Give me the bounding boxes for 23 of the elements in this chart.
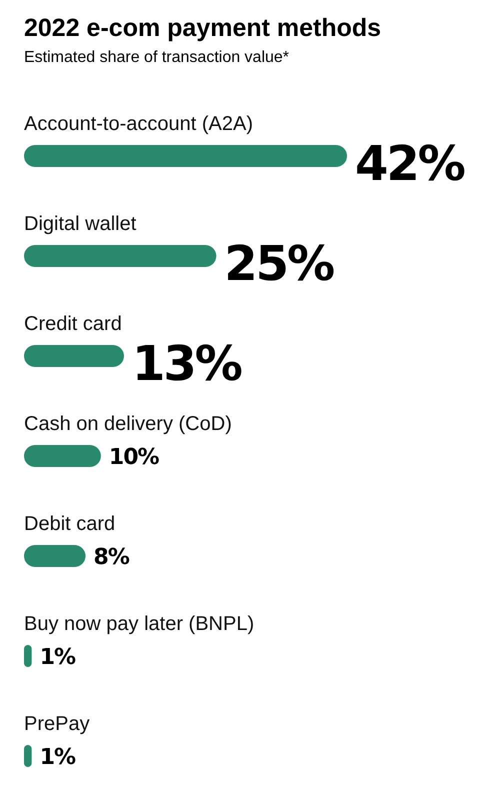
bar — [24, 245, 216, 267]
bar — [24, 145, 347, 167]
y-tick-label: Digital wallet — [24, 213, 137, 235]
data-label: 13% — [132, 336, 242, 392]
data-label: 1% — [40, 744, 76, 770]
y-tick-label: Cash on delivery (CoD) — [24, 413, 232, 435]
y-tick-label: Debit card — [24, 513, 116, 535]
data-label: 25% — [224, 236, 334, 292]
chart-title: 2022 e-com payment methods — [24, 14, 382, 42]
data-label: 1% — [40, 644, 76, 670]
bar — [24, 745, 32, 767]
bar — [24, 545, 86, 567]
y-tick-label: Credit card — [24, 313, 122, 335]
bar — [24, 645, 32, 667]
bar — [24, 345, 124, 367]
y-tick-label: Buy now pay later (BNPL) — [24, 613, 254, 635]
data-label: 8% — [94, 544, 130, 570]
y-tick-label: Account-to-account (A2A) — [24, 113, 253, 135]
y-tick-label: PrePay — [24, 713, 90, 735]
data-label: 10% — [108, 444, 160, 470]
data-label: 42% — [355, 136, 465, 192]
chart-subtitle: Estimated share of transaction value* — [24, 49, 290, 66]
bar — [24, 445, 101, 467]
